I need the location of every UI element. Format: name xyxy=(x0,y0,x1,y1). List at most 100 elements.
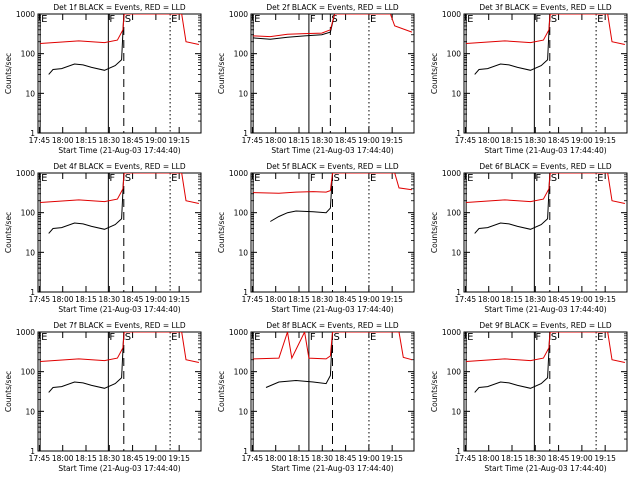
x-tick-label: 19:00 xyxy=(145,295,167,304)
plot-frame xyxy=(463,13,628,134)
lld-series-line xyxy=(466,332,626,363)
chart-panel: Det 6f BLACK = Events, RED = LLD Counts/s… xyxy=(430,162,628,314)
x-axis-label: Start Time (21-Aug-03 17:44:40) xyxy=(58,146,180,155)
lld-series-line xyxy=(466,14,626,45)
x-tick-label: 19:15 xyxy=(381,454,403,463)
x-tick-label: 18:00 xyxy=(265,454,287,463)
y-tick-label: 100 xyxy=(447,50,462,59)
event-marker-label: F xyxy=(310,14,316,25)
y-axis-label: Counts/sec xyxy=(217,212,226,253)
x-tick-label: 19:00 xyxy=(358,295,380,304)
x-tick-label: 19:15 xyxy=(594,454,616,463)
lld-series-line xyxy=(253,332,413,361)
chart-panel: Det 3f BLACK = Events, RED = LLD Counts/s… xyxy=(430,3,628,155)
chart-title: Det 2f BLACK = Events, RED = LLD xyxy=(266,3,399,12)
y-tick-label: 10 xyxy=(451,89,461,98)
event-marker-label: E xyxy=(467,14,473,25)
chart-title: Det 4f BLACK = Events, RED = LLD xyxy=(53,162,186,171)
x-tick-label: 18:45 xyxy=(335,295,357,304)
event-marker-label: F xyxy=(109,173,115,184)
x-tick-label: 18:30 xyxy=(98,454,120,463)
x-tick-label: 18:15 xyxy=(501,454,523,463)
event-marker-label: E xyxy=(254,14,260,25)
event-marker-label: E xyxy=(171,332,177,343)
x-tick-label: 19:00 xyxy=(358,454,380,463)
x-tick-label: 18:00 xyxy=(478,295,500,304)
events-series-line xyxy=(474,332,551,393)
y-tick-label: 100 xyxy=(447,209,462,218)
event-marker-label: S xyxy=(125,173,131,184)
x-tick-label: 17:45 xyxy=(29,295,51,304)
event-marker-label: F xyxy=(535,14,541,25)
x-tick-label: 18:15 xyxy=(288,454,310,463)
y-tick-label: 1000 xyxy=(229,169,248,178)
y-tick-label: 1000 xyxy=(229,328,248,337)
x-tick-label: 18:30 xyxy=(98,295,120,304)
y-tick-label: 100 xyxy=(234,50,249,59)
chart-panel: Det 8f BLACK = Events, RED = LLD Counts/s… xyxy=(217,321,415,473)
y-tick-label: 1000 xyxy=(442,10,461,19)
y-tick-label: 10 xyxy=(25,407,35,416)
chart-title: Det 5f BLACK = Events, RED = LLD xyxy=(266,162,399,171)
event-marker-label: S xyxy=(125,332,131,343)
x-axis-label: Start Time (21-Aug-03 17:44:40) xyxy=(271,305,393,314)
x-tick-label: 17:45 xyxy=(29,454,51,463)
x-tick-label: 19:15 xyxy=(168,295,190,304)
event-marker-label: F xyxy=(109,14,115,25)
x-tick-label: 18:15 xyxy=(288,295,310,304)
y-tick-label: 10 xyxy=(238,407,248,416)
y-tick-label: 1 xyxy=(30,288,35,297)
x-tick-label: 19:00 xyxy=(571,454,593,463)
plot-frame xyxy=(37,13,202,134)
events-series-line xyxy=(474,14,551,75)
x-tick-label: 18:15 xyxy=(75,454,97,463)
x-tick-label: 18:30 xyxy=(311,295,333,304)
events-series-line xyxy=(48,173,125,234)
x-tick-label: 19:15 xyxy=(381,295,403,304)
y-tick-label: 10 xyxy=(451,407,461,416)
x-tick-label: 18:30 xyxy=(311,136,333,145)
x-tick-label: 18:00 xyxy=(52,136,74,145)
x-tick-label: 18:30 xyxy=(524,454,546,463)
chart-panel: Det 2f BLACK = Events, RED = LLD Counts/s… xyxy=(217,3,415,155)
y-tick-label: 1000 xyxy=(16,328,35,337)
x-tick-label: 19:00 xyxy=(145,454,167,463)
event-marker-label: F xyxy=(310,173,316,184)
x-tick-label: 17:45 xyxy=(455,136,477,145)
y-tick-label: 1 xyxy=(243,288,248,297)
x-tick-label: 18:45 xyxy=(122,136,144,145)
event-marker-label: E xyxy=(370,14,376,25)
x-tick-label: 18:45 xyxy=(122,454,144,463)
event-marker-label: E xyxy=(41,173,47,184)
event-marker-label: F xyxy=(310,332,316,343)
x-tick-label: 18:15 xyxy=(501,295,523,304)
y-axis-label: Counts/sec xyxy=(217,371,226,412)
event-marker-label: F xyxy=(535,173,541,184)
x-tick-label: 17:45 xyxy=(29,136,51,145)
event-marker-label: E xyxy=(597,14,603,25)
events-series-line xyxy=(270,173,333,222)
y-tick-label: 10 xyxy=(238,89,248,98)
x-tick-label: 18:00 xyxy=(52,295,74,304)
y-axis-label: Counts/sec xyxy=(4,53,13,94)
y-tick-label: 10 xyxy=(238,248,248,257)
x-tick-label: 19:15 xyxy=(594,295,616,304)
x-axis-label: Start Time (21-Aug-03 17:44:40) xyxy=(58,464,180,473)
x-tick-label: 18:15 xyxy=(288,136,310,145)
event-marker-label: E xyxy=(370,173,376,184)
x-tick-label: 18:45 xyxy=(335,136,357,145)
chart-panel: Det 7f BLACK = Events, RED = LLD Counts/s… xyxy=(4,321,202,473)
x-tick-label: 18:45 xyxy=(548,136,570,145)
event-marker-label: S xyxy=(334,332,340,343)
y-tick-label: 1 xyxy=(456,288,461,297)
chart-panel: Det 9f BLACK = Events, RED = LLD Counts/s… xyxy=(430,321,628,473)
event-marker-label: E xyxy=(171,14,177,25)
chart-title: Det 7f BLACK = Events, RED = LLD xyxy=(53,321,186,330)
events-series-line xyxy=(253,14,336,40)
x-tick-label: 19:15 xyxy=(168,136,190,145)
event-marker-label: E xyxy=(254,332,260,343)
x-axis-label: Start Time (21-Aug-03 17:44:40) xyxy=(484,305,606,314)
x-tick-label: 19:15 xyxy=(168,454,190,463)
y-axis-label: Counts/sec xyxy=(430,53,439,94)
